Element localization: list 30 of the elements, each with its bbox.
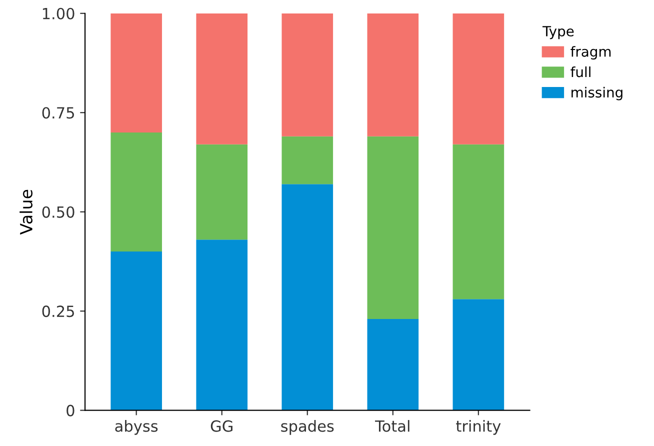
- y-tick-label: 0.50: [42, 206, 74, 218]
- x-tick-label: GG: [210, 420, 232, 432]
- bar: [282, 184, 334, 410]
- bar: [367, 13, 419, 136]
- bar: [367, 136, 419, 320]
- y-tick-label: 0: [66, 404, 74, 416]
- x-tick-label: abyss: [115, 420, 158, 435]
- y-tick-label: 0.75: [42, 107, 74, 119]
- y-axis-title: Value: [20, 190, 32, 235]
- bar: [452, 299, 504, 410]
- legend-label: missing: [572, 86, 622, 100]
- x-tick-label: Total: [375, 420, 410, 432]
- bar: [110, 13, 162, 132]
- bar: [367, 319, 419, 410]
- bar: [110, 252, 162, 410]
- y-tick-label: 0.25: [42, 306, 74, 318]
- x-tick-label: trinity: [456, 420, 501, 435]
- x-tick-label: spades: [281, 420, 334, 435]
- bar: [196, 240, 248, 410]
- bar: [110, 132, 162, 252]
- bar: [452, 13, 504, 144]
- bar: [196, 144, 248, 240]
- bar: [452, 144, 504, 300]
- legend-title: Type: [542, 26, 574, 40]
- legend-label: full: [570, 66, 590, 78]
- bar: [196, 13, 248, 144]
- bar: [282, 136, 334, 184]
- y-tick-label: 1.00: [42, 8, 74, 20]
- legend-label: fragm: [570, 46, 611, 60]
- bar: [282, 13, 334, 136]
